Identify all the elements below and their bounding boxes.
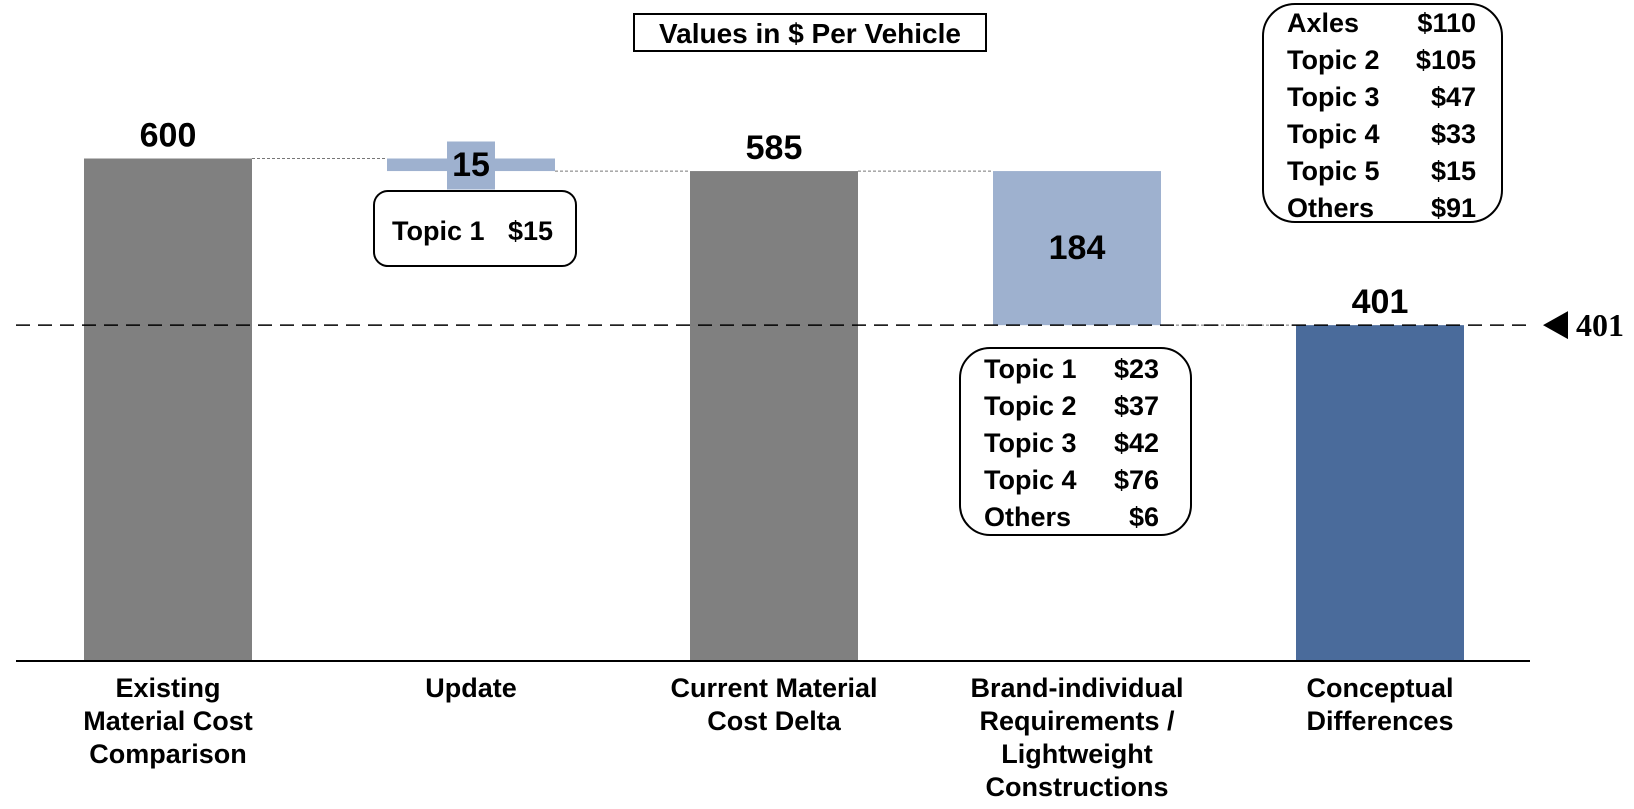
callout-row-label: Topic 3 <box>984 428 1077 458</box>
callout-box <box>373 190 577 267</box>
bar-4 <box>1296 325 1464 661</box>
callout-row-value: $76 <box>1114 465 1159 495</box>
callout-box <box>1262 3 1503 223</box>
callouts: Topic 1 $15 Topic 1 $23 Topic 2 $37 Topic 3 $42… <box>373 3 1503 536</box>
bar-value-label-3: 184 <box>1049 229 1106 267</box>
callout-box <box>959 347 1192 536</box>
callout-row-value: $105 <box>1416 45 1476 75</box>
bar-value-label-4: 401 <box>1352 283 1409 321</box>
callout-row-value: $15 <box>1431 156 1476 186</box>
callout-update-topics: Topic 1 $15 <box>373 190 577 267</box>
category-label-1: Update <box>425 673 517 703</box>
callout-row-value: $33 <box>1431 119 1476 149</box>
callout-row-label: Topic 2 <box>1287 45 1380 75</box>
callout-row-label: Axles <box>1287 8 1359 38</box>
bar-value-label-2: 585 <box>746 129 803 167</box>
category-label-2: Current Material Cost Delta <box>670 673 877 736</box>
bar-3 <box>993 171 1161 326</box>
bar-label-bg-1 <box>447 141 495 190</box>
callout-row-value: $23 <box>1114 354 1159 384</box>
bar-value-label-0: 600 <box>140 117 197 155</box>
callout-row-label: Topic 2 <box>984 391 1077 421</box>
category-label-3: Brand-individual Requirements / Lightweigh… <box>970 673 1183 802</box>
category-label-0: Existing Material Cost Comparison <box>83 673 253 769</box>
callout-row-label: Others <box>984 502 1071 532</box>
callout-row-value: $91 <box>1431 193 1476 223</box>
callout-row-value: $37 <box>1114 391 1159 421</box>
bar-value-label-1: 15 <box>452 146 490 184</box>
callout-conceptual-topics: Axles $110 Topic 2 $105 Topic 3 $47 Topic 4 $33… <box>1262 3 1503 223</box>
callout-row-label: Topic 4 <box>984 465 1077 495</box>
callout-row-label: Topic 4 <box>1287 119 1380 149</box>
chart-title: Values in $ Per Vehicle <box>659 18 961 49</box>
callout-row-value: $110 <box>1417 8 1476 38</box>
callout-row-label: Topic 1 <box>392 216 485 246</box>
bar-0 <box>84 158 252 661</box>
reference-line-label: 401 <box>1576 307 1624 343</box>
callout-row-value: $47 <box>1431 82 1476 112</box>
category-labels: Existing Material Cost Comparison Update Cur… <box>83 673 1453 802</box>
callout-row-label: Topic 5 <box>1287 156 1380 186</box>
callout-row-value: $15 <box>508 216 553 246</box>
reference-arrow-icon <box>1543 311 1568 340</box>
callout-brand-topics: Topic 1 $23 Topic 2 $37 Topic 3 $42 Topic 4 $76… <box>959 347 1192 536</box>
bar-2 <box>690 171 858 661</box>
callout-row-value: $6 <box>1129 502 1159 532</box>
category-label-4: Conceptual Differences <box>1306 673 1453 736</box>
callout-row-label: Others <box>1287 193 1374 223</box>
bars: 600 15 585 184 401 <box>84 117 1464 661</box>
title-box: Values in $ Per Vehicle <box>633 13 987 52</box>
callout-row-label: Topic 3 <box>1287 82 1380 112</box>
reference-line: 401 <box>16 307 1624 343</box>
callout-row-value: $42 <box>1114 428 1159 458</box>
callout-row-label: Topic 1 <box>984 354 1077 384</box>
